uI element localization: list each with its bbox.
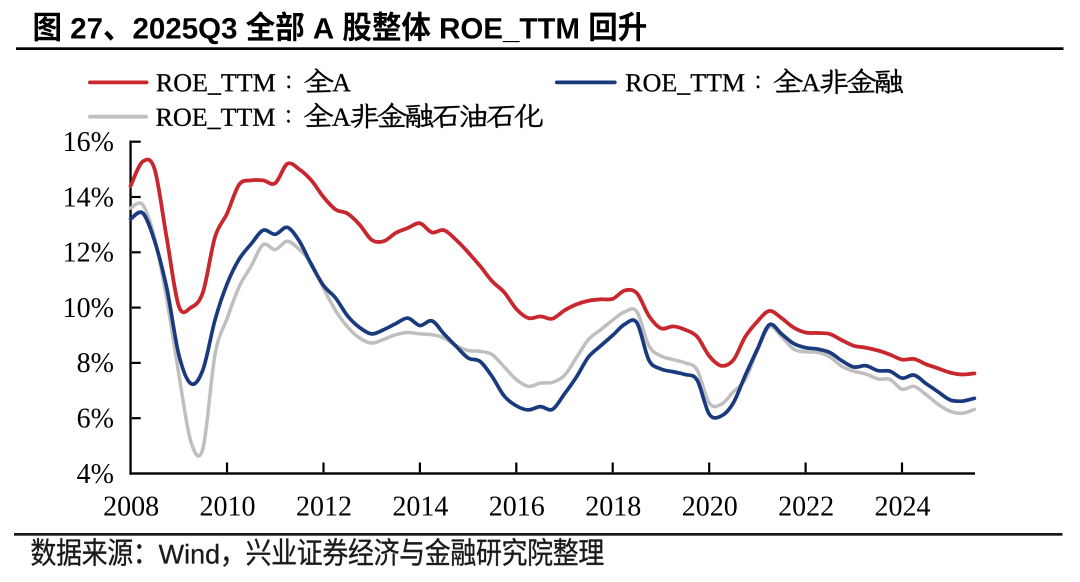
svg-text:2014: 2014 <box>392 492 448 523</box>
svg-text:2008: 2008 <box>103 492 159 523</box>
svg-text:2020: 2020 <box>682 492 738 523</box>
svg-text:4%: 4% <box>77 459 114 490</box>
svg-text:2012: 2012 <box>296 492 352 523</box>
svg-text:6%: 6% <box>77 404 114 435</box>
svg-text:2024: 2024 <box>875 492 931 523</box>
svg-text:16%: 16% <box>63 127 114 158</box>
svg-text:2022: 2022 <box>778 492 834 523</box>
svg-text:2010: 2010 <box>200 492 256 523</box>
svg-text:12%: 12% <box>63 238 114 269</box>
svg-text:8%: 8% <box>77 348 114 379</box>
svg-text:2018: 2018 <box>585 492 641 523</box>
svg-text:10%: 10% <box>63 293 114 324</box>
svg-text:2016: 2016 <box>489 492 545 523</box>
svg-text:14%: 14% <box>63 182 114 213</box>
